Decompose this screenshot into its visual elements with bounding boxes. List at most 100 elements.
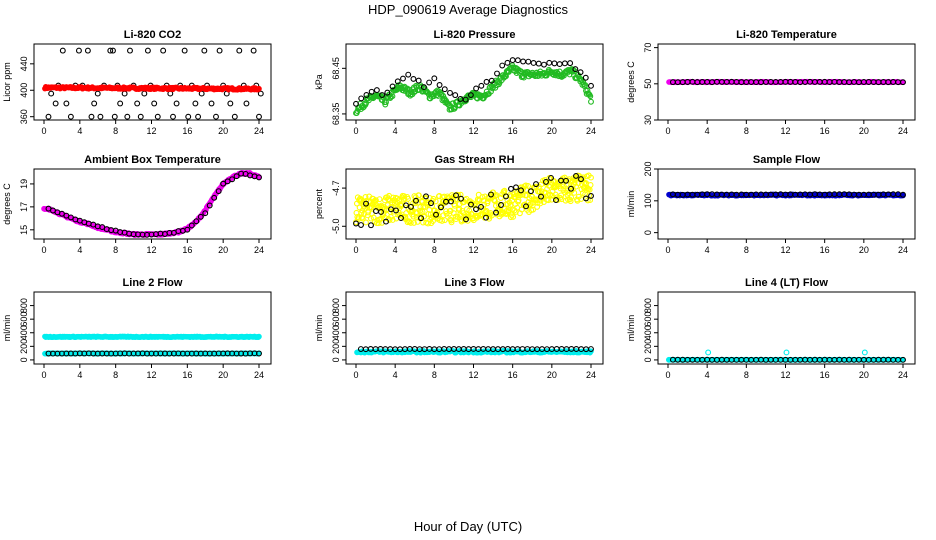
data-point-hourly [520,58,527,65]
series-layer [666,78,906,86]
data-point-hourly [420,84,427,91]
x-tick-label: 12 [146,245,156,255]
x-tick-label: 4 [393,245,398,255]
data-point-hourly [363,92,370,98]
x-tick-label: 16 [182,126,192,136]
data-point-hourly [533,181,539,188]
data-point-average [525,183,532,189]
data-point-hourly [408,203,414,210]
panel-title: Ambient Box Temperature [84,154,221,166]
data-point-average [567,198,574,205]
data-point-hourly [452,92,459,99]
data-point-average [363,219,369,226]
data-point-average [568,194,575,201]
panel-title: Li-820 Temperature [736,29,837,41]
x-tick-label: 0 [665,126,670,136]
y-tick-label: 400 [643,325,653,340]
data-point-hourly [243,100,250,107]
plot-frame [345,168,604,240]
panel-1: Li-820 CO2 Licor ppm 0 4 8 12 16 20 24 360 400 440 [2,29,272,136]
data-point-average [530,206,536,213]
x-tick-label: 20 [547,126,557,136]
x-tick-label: 24 [898,126,908,136]
data-point-hourly [107,47,114,54]
data-point-average [582,82,589,89]
x-tick-label: 12 [146,126,156,136]
panel-title: Line 4 (LT) Flow [745,277,828,289]
data-point-hourly [257,90,264,97]
data-point-hourly [530,60,537,66]
data-point-hourly [398,215,404,221]
data-point-hourly [556,61,563,68]
x-tick-label: 8 [432,126,437,136]
data-point-average [534,203,541,210]
data-point-hourly [441,86,448,93]
data-point-hourly [227,100,234,107]
x-tick-label: 20 [218,370,228,380]
data-point-average [386,217,393,223]
y-tick-label: 400 [331,325,341,340]
data-point-average [389,217,396,223]
x-tick-label: 8 [744,126,749,136]
x-tick-label: 4 [77,245,82,255]
data-point-hourly [433,211,439,218]
x-tick-label: 8 [432,370,437,380]
x-tick-label: 24 [254,126,264,136]
x-tick-label: 24 [586,245,596,255]
data-point-average [479,194,486,200]
panel-9: Line 4 (LT) Flow ml/min 0 4 8 12 16 20 24 0 200400… [626,277,916,380]
x-tick-label: 12 [468,370,478,380]
y-tick-label: 68.45 [331,57,341,80]
data-point-hourly [59,47,66,54]
x-tick-label: 16 [820,126,830,136]
x-tick-label: 16 [820,370,830,380]
data-point-average [500,210,507,217]
data-point-hourly [528,188,534,195]
data-point-hourly [541,61,547,68]
data-point-hourly [94,90,101,97]
data-point-hourly [462,96,469,103]
y-axis-label: degrees C [626,61,636,103]
x-tick-label: 0 [353,126,358,136]
x-tick-label: 4 [705,370,710,380]
data-point-hourly [211,194,218,201]
data-point-hourly [572,66,579,73]
y-tick-label: 600 [19,312,29,327]
data-point-hourly [97,113,104,120]
data-point-hourly [543,178,549,185]
data-point-hourly [514,57,521,64]
data-point-hourly [208,100,215,107]
x-tick-label: 8 [432,245,437,255]
y-tick-label: 800 [331,298,341,313]
data-point-hourly [220,180,227,187]
y-tick-label: 30 [643,115,653,125]
x-tick-label: 16 [508,245,518,255]
data-point-hourly [577,69,584,76]
x-tick-label: 20 [547,245,557,255]
x-tick-label: 12 [468,245,478,255]
data-point-hourly [553,197,559,204]
data-point-hourly [151,100,158,107]
y-tick-label: 200 [643,161,653,176]
x-tick-label: 24 [898,245,908,255]
y-tick-label: 800 [19,298,29,313]
panel-6: Sample Flow ml/min 0 4 8 12 16 20 24 0 100 200 [626,154,916,255]
data-point-hourly [478,82,485,89]
x-tick-label: 12 [780,370,790,380]
data-point-hourly [84,47,91,54]
data-point-hourly [75,47,82,54]
data-point-hourly [428,200,434,207]
plot-frame [345,291,604,365]
data-point-hourly [410,75,417,82]
data-point-hourly [206,202,213,209]
y-axis-label: degrees C [2,183,12,225]
data-point-hourly [563,177,569,184]
data-point-average [533,196,540,203]
plot-frame [33,43,272,121]
y-tick-label: 70 [643,43,653,53]
data-point-hourly [436,82,443,88]
x-tick-label: 16 [182,245,192,255]
data-point-hourly [88,113,95,120]
data-point-average [588,98,594,105]
data-point-hourly [463,216,469,223]
